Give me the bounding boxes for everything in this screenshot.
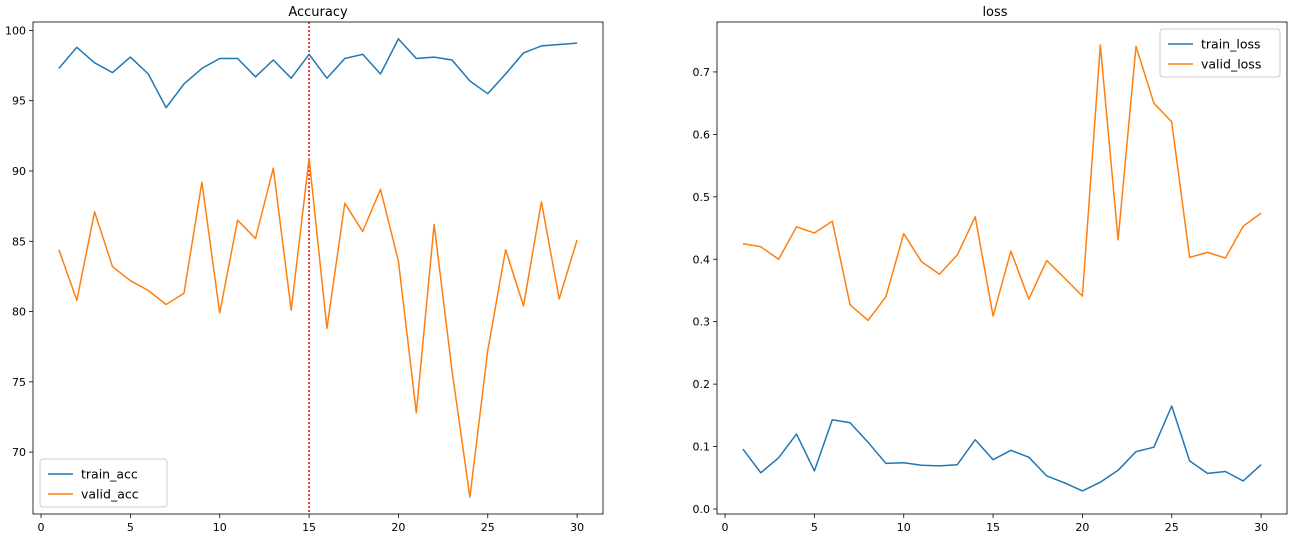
loss-axes-frame <box>716 21 1288 515</box>
loss-legend-box <box>1159 28 1281 78</box>
loss-legend: train_loss valid_loss <box>1159 28 1281 78</box>
accuracy-y-tick-label: 70 <box>12 446 26 459</box>
accuracy-x-tick-label: 10 <box>213 521 227 534</box>
loss-y-tick-label: 0.2 <box>693 378 711 391</box>
loss-series-line-valid-loss <box>742 44 1262 322</box>
loss-x-tick-label: 5 <box>811 521 818 534</box>
loss-x-tick-label: 10 <box>897 521 911 534</box>
accuracy-y-tick-label: 75 <box>12 376 26 389</box>
accuracy-chart-title: Accuracy <box>288 5 348 20</box>
loss-legend-label-train-loss: train_loss <box>1201 37 1261 52</box>
loss-x-tick-label: 30 <box>1254 521 1268 534</box>
loss-x-tick-label: 25 <box>1165 521 1179 534</box>
accuracy-x-tick-label: 25 <box>481 521 495 534</box>
loss-y-tick-label: 0.1 <box>693 441 711 454</box>
loss-y-tick-label: 0.4 <box>693 253 711 266</box>
loss-chart-title: loss <box>982 5 1007 20</box>
accuracy-legend: train_acc valid_acc <box>39 458 168 508</box>
accuracy-y-tick-label: 95 <box>12 95 26 108</box>
loss-y-tick-label: 0.5 <box>693 191 711 204</box>
loss-legend-label-valid-loss: valid_loss <box>1201 57 1261 72</box>
loss-x-tick-label: 20 <box>1075 521 1089 534</box>
loss-y-tick-label: 0.0 <box>693 503 711 516</box>
accuracy-y-tick-label: 100 <box>5 24 26 37</box>
loss-chart: loss 0 5 10 15 20 25 30 0.0 0.1 0.2 0.3 0.4 0.5 0.6 0.… <box>693 5 1288 534</box>
accuracy-y-tick-label: 85 <box>12 235 26 248</box>
loss-y-tick-label: 0.3 <box>693 316 711 329</box>
loss-y-tick-label: 0.7 <box>693 66 711 79</box>
accuracy-y-tick-label: 90 <box>12 165 26 178</box>
accuracy-legend-label-train-acc: train_acc <box>81 467 138 482</box>
loss-y-tick-label: 0.6 <box>693 128 711 141</box>
accuracy-y-tick-label: 80 <box>12 306 26 319</box>
accuracy-x-tick-label: 5 <box>127 521 134 534</box>
accuracy-x-tick-label: 15 <box>302 521 316 534</box>
loss-x-tick-label: 0 <box>722 521 729 534</box>
accuracy-x-tick-label: 30 <box>570 521 584 534</box>
accuracy-axes-frame <box>32 21 604 515</box>
accuracy-x-tick-label: 0 <box>38 521 45 534</box>
loss-x-tick-label: 15 <box>986 521 1000 534</box>
accuracy-series-line-train-acc <box>58 38 578 109</box>
accuracy-legend-label-valid-acc: valid_acc <box>81 487 139 502</box>
accuracy-series-line-valid-acc <box>58 157 578 498</box>
loss-series-line-train-loss <box>742 405 1262 492</box>
accuracy-x-tick-label: 20 <box>391 521 405 534</box>
accuracy-legend-box <box>39 458 168 508</box>
accuracy-chart: Accuracy 0 5 10 15 20 25 30 70 75 80 85 90 95 100 trai… <box>5 5 604 534</box>
